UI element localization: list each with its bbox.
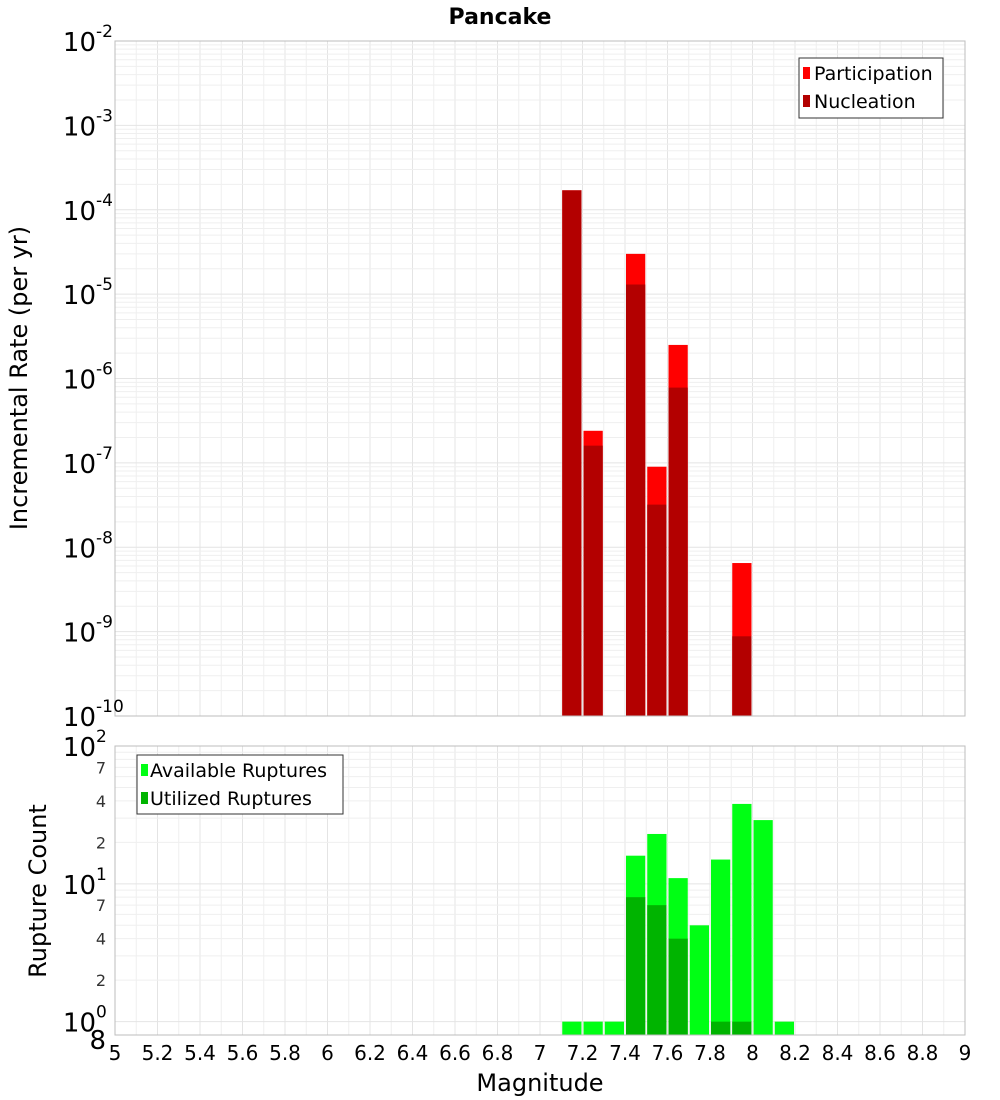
top-y-axis-title: Incremental Rate (per yr) <box>5 226 33 530</box>
x-tick-labels: 5 5.2 5.4 5.6 5.8 6 6.2 6.4 6.6 6.8 7 7.2 7.4 7.6 7.8 8… <box>109 1041 972 1065</box>
y-tick-exponent: -5 <box>96 275 113 295</box>
y-tick-label: 10 <box>63 703 96 733</box>
y-tick-exponent: -4 <box>96 191 113 211</box>
x-tick-label: 5.2 <box>142 1041 174 1065</box>
y-minor-tick-label: 4 <box>96 792 106 811</box>
bar-available-ruptures <box>604 1021 624 1035</box>
y-tick-label: 10 <box>63 197 96 227</box>
bar-utilized-ruptures <box>668 938 688 1035</box>
y-tick-exponent: -9 <box>96 613 113 633</box>
y-minor-tick-label: 2 <box>96 971 106 990</box>
legend-swatch-available-ruptures <box>141 764 148 776</box>
bar-available-ruptures <box>711 859 731 1035</box>
y-tick-label: 10 <box>63 733 96 763</box>
y-tick-exponent: -6 <box>96 360 113 380</box>
bottom-y-axis-title: Rupture Count <box>24 804 52 978</box>
top-plot-grid <box>114 41 966 717</box>
y-tick-exponent: -2 <box>96 22 113 42</box>
x-tick-label: 7.2 <box>567 1041 599 1065</box>
x-tick-label: 7 <box>534 1041 547 1065</box>
y-tick-label: 10 <box>63 281 96 311</box>
x-tick-label: 8 <box>746 1041 759 1065</box>
legend-swatch-utilized-ruptures <box>141 792 148 804</box>
bar-nucleation <box>647 504 667 716</box>
y-tick-exponent: -3 <box>96 106 113 126</box>
y-tick-exponent: -10 <box>96 697 124 717</box>
chart-title: Pancake <box>449 5 552 30</box>
y-tick-exponent: 1 <box>96 865 107 885</box>
y-minor-tick-label: 2 <box>96 833 106 852</box>
bottom-legend: Available Ruptures Utilized Ruptures <box>136 754 344 815</box>
bar-utilized-ruptures <box>711 1021 731 1035</box>
bar-nucleation <box>732 636 752 716</box>
legend-swatch-nucleation <box>803 95 810 107</box>
y-tick-label: 10 <box>63 112 96 142</box>
x-tick-label: 6.6 <box>439 1041 471 1065</box>
top-legend: Participation Nucleation <box>798 57 944 119</box>
y-tick-exponent: -8 <box>96 528 113 548</box>
bar-utilized-ruptures <box>647 905 667 1035</box>
bar-available-ruptures <box>774 1021 794 1035</box>
bar-nucleation <box>668 387 688 716</box>
y-minor-tick-label: 7 <box>96 896 106 915</box>
legend-label-participation: Participation <box>814 63 933 85</box>
y-tick-exponent: -7 <box>96 444 113 464</box>
x-tick-label: 8.8 <box>907 1041 939 1065</box>
y-tick-label: 10 <box>63 1009 96 1039</box>
y-tick-label: 10 <box>63 28 96 58</box>
x-tick-label: 6.4 <box>397 1041 429 1065</box>
x-tick-label: 5.8 <box>269 1041 301 1065</box>
top-plot-bars <box>562 190 752 716</box>
legend-label-available-ruptures: Available Ruptures <box>150 760 327 782</box>
bar-available-ruptures <box>562 1021 582 1035</box>
y-tick-label: 10 <box>63 871 96 901</box>
bar-nucleation <box>583 445 603 716</box>
x-tick-label: 6.8 <box>482 1041 514 1065</box>
x-tick-label: 8.6 <box>864 1041 896 1065</box>
bar-available-ruptures <box>583 1021 603 1035</box>
bar-available-ruptures <box>732 803 752 1035</box>
bottom-plot-bars <box>562 803 794 1035</box>
legend-label-nucleation: Nucleation <box>814 91 916 113</box>
bar-available-ruptures <box>753 820 773 1035</box>
bar-utilized-ruptures <box>626 897 646 1035</box>
x-tick-label: 8.4 <box>822 1041 854 1065</box>
x-tick-label: 6 <box>321 1041 334 1065</box>
legend-label-utilized-ruptures: Utilized Ruptures <box>150 788 312 810</box>
bar-available-ruptures <box>689 925 709 1035</box>
bar-utilized-ruptures <box>732 1021 752 1035</box>
y-tick-exponent: 0 <box>96 1003 107 1023</box>
y-minor-tick-label: 4 <box>96 930 106 949</box>
bar-nucleation <box>562 190 582 716</box>
x-tick-label: 5 <box>109 1041 122 1065</box>
x-tick-label: 7.4 <box>609 1041 641 1065</box>
y-tick-exponent: 2 <box>96 727 107 747</box>
legend-swatch-participation <box>803 67 810 79</box>
bottom-plot-grid <box>114 746 966 1035</box>
bottom-plot-frame <box>114 745 966 1036</box>
y-tick-label: 10 <box>63 366 96 396</box>
x-tick-label: 5.4 <box>184 1041 216 1065</box>
y-tick-label: 10 <box>63 534 96 564</box>
y-minor-tick-label: 7 <box>96 758 106 777</box>
x-tick-label: 9 <box>959 1041 972 1065</box>
x-tick-label: 6.2 <box>354 1041 386 1065</box>
bar-nucleation <box>626 284 646 716</box>
top-plot-frame <box>114 40 966 717</box>
x-tick-label: 7.8 <box>694 1041 726 1065</box>
x-tick-label: 7.6 <box>652 1041 684 1065</box>
y-tick-label: 10 <box>63 619 96 649</box>
x-tick-label: 5.6 <box>227 1041 259 1065</box>
y-minor-tick-label: 8 <box>89 1026 106 1056</box>
x-tick-label: 8.2 <box>779 1041 811 1065</box>
x-axis-title: Magnitude <box>476 1069 603 1097</box>
y-tick-label: 10 <box>63 450 96 480</box>
